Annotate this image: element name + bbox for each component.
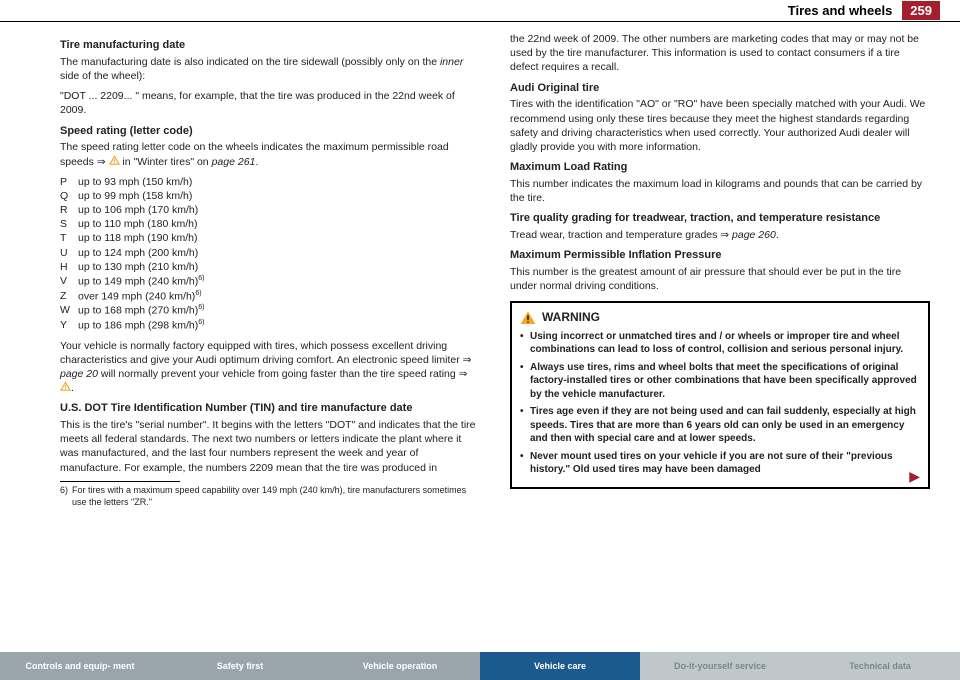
warning-icon [520,310,536,326]
content-area: Tire manufacturing date The manufacturin… [0,22,960,508]
tab-safety[interactable]: Safety first [160,652,320,680]
speed-letter: W [60,303,78,318]
heading-dot-tin: U.S. DOT Tire Identification Number (TIN… [60,401,480,416]
warning-heading: WARNING [520,309,920,325]
speed-letter: S [60,217,78,231]
footnote: 6) For tires with a maximum speed capabi… [60,484,480,508]
left-column: Tire manufacturing date The manufacturin… [60,32,480,508]
para-max-load: This number indicates the maximum load i… [510,177,930,205]
warning-icon [109,155,120,166]
speed-letter: T [60,231,78,245]
heading-audi-original: Audi Original tire [510,81,930,96]
tab-controls[interactable]: Controls and equip- ment [0,652,160,680]
tab-diy[interactable]: Do-it-yourself service [640,652,800,680]
page-number-badge: 259 [902,1,940,20]
para-mfg-date-2: "DOT ... 2209... " means, for example, t… [60,89,480,117]
speed-text: up to 93 mph (150 km/h) [78,175,192,189]
speed-letter: P [60,175,78,189]
speed-rating-list: Pup to 93 mph (150 km/h)Qup to 99 mph (1… [60,175,480,333]
footnote-number: 6) [60,484,72,508]
heading-tire-quality: Tire quality grading for treadwear, trac… [510,211,930,226]
speed-text: up to 124 mph (200 km/h) [78,246,198,260]
bottom-tab-bar: Controls and equip- ment Safety first Ve… [0,652,960,680]
speed-row: Tup to 118 mph (190 km/h) [60,231,480,245]
warning-item: Always use tires, rims and wheel bolts t… [520,361,920,402]
speed-letter: Z [60,289,78,304]
speed-text: up to 99 mph (158 km/h) [78,189,192,203]
warning-item: Using incorrect or unmatched tires and /… [520,330,920,357]
speed-row: Vup to 149 mph (240 km/h)6) [60,274,480,289]
warning-list: Using incorrect or unmatched tires and /… [520,330,920,477]
speed-row: Yup to 186 mph (298 km/h)6) [60,318,480,333]
para-speed-note: Your vehicle is normally factory equippe… [60,339,480,396]
speed-text: up to 106 mph (170 km/h) [78,203,198,217]
header-title: Tires and wheels [788,3,893,18]
speed-text: up to 110 mph (180 km/h) [78,217,197,231]
heading-speed-rating: Speed rating (letter code) [60,124,480,139]
speed-letter: Y [60,318,78,333]
warning-item: Never mount used tires on your vehicle i… [520,450,920,477]
speed-row: Qup to 99 mph (158 km/h) [60,189,480,203]
para-mfg-date-1: The manufacturing date is also indicated… [60,55,480,83]
speed-row: Hup to 130 mph (210 km/h) [60,260,480,274]
speed-row: Uup to 124 mph (200 km/h) [60,246,480,260]
footnote-text: For tires with a maximum speed capabilit… [72,484,480,508]
speed-text: up to 186 mph (298 km/h)6) [78,318,204,333]
speed-letter: H [60,260,78,274]
speed-row: Wup to 168 mph (270 km/h)6) [60,303,480,318]
speed-letter: U [60,246,78,260]
speed-text: up to 149 mph (240 km/h)6) [78,274,204,289]
speed-row: Pup to 93 mph (150 km/h) [60,175,480,189]
heading-max-inflation: Maximum Permissible Inflation Pressure [510,248,930,263]
para-audi-original: Tires with the identification "AO" or "R… [510,97,930,154]
heading-tire-mfg-date: Tire manufacturing date [60,38,480,53]
para-cont: the 22nd week of 2009. The other numbers… [510,32,930,75]
speed-text: up to 130 mph (210 km/h) [78,260,198,274]
warning-item: Tires age even if they are not being use… [520,405,920,446]
warning-icon [60,381,71,392]
heading-max-load: Maximum Load Rating [510,160,930,175]
speed-row: Sup to 110 mph (180 km/h) [60,217,480,231]
tab-technical[interactable]: Technical data [800,652,960,680]
warning-title: WARNING [542,309,600,325]
speed-text: over 149 mph (240 km/h)6) [78,289,202,304]
warning-box: WARNING Using incorrect or unmatched tir… [510,301,930,488]
speed-letter: R [60,203,78,217]
tab-operation[interactable]: Vehicle operation [320,652,480,680]
page-header: Tires and wheels 259 [0,0,960,22]
speed-text: up to 118 mph (190 km/h) [78,231,197,245]
para-tire-quality: Tread wear, traction and temperature gra… [510,228,930,242]
speed-text: up to 168 mph (270 km/h)6) [78,303,204,318]
speed-row: Rup to 106 mph (170 km/h) [60,203,480,217]
footnote-rule [60,481,180,482]
tab-vehicle-care[interactable]: Vehicle care [480,652,640,680]
right-column: the 22nd week of 2009. The other numbers… [510,32,930,508]
para-max-inflation: This number is the greatest amount of ai… [510,265,930,293]
speed-row: Zover 149 mph (240 km/h)6) [60,289,480,304]
para-dot-tin: This is the tire's "serial number". It b… [60,418,480,475]
speed-letter: V [60,274,78,289]
speed-letter: Q [60,189,78,203]
para-speed-intro: The speed rating letter code on the whee… [60,140,480,168]
